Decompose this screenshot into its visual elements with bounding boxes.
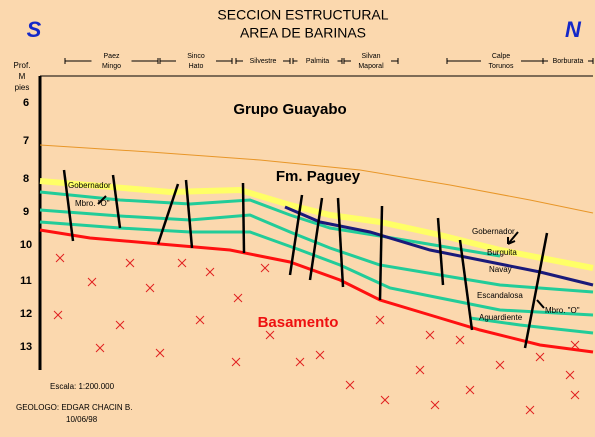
well-label-bg (91, 61, 132, 71)
well-label: Borburata (553, 58, 584, 65)
basement-x (570, 340, 580, 350)
basement-x (265, 330, 275, 340)
well-label: Palmita (306, 58, 329, 65)
basement-x (315, 350, 325, 360)
faults (62, 169, 549, 349)
title: SECCION ESTRUCTURAL (217, 7, 388, 23)
basement-top (39, 228, 594, 354)
basement-x (565, 370, 575, 380)
basement-x (87, 277, 97, 287)
basement-x (195, 315, 205, 325)
aguardiente (39, 220, 594, 317)
basement-x (455, 335, 465, 345)
basement-x (115, 320, 125, 330)
arrow (97, 195, 107, 205)
depth-label: 12 (20, 308, 32, 320)
axis-label: pies (15, 83, 30, 92)
depth-label: 7 (23, 135, 29, 147)
depth-label: 9 (23, 206, 29, 218)
basement-x (415, 365, 425, 375)
depth-label: 10 (20, 239, 32, 251)
horizon (39, 190, 501, 258)
depth-label: 13 (20, 341, 32, 353)
basement-x (495, 360, 505, 370)
well-label-bg (351, 61, 391, 71)
depth-label: 6 (23, 97, 29, 109)
escandalosa (39, 208, 594, 294)
wells: Paez Mingo Sinco Hato Silvestre Palmita Silvan… (64, 51, 594, 71)
basement-x (425, 330, 435, 340)
basement-x (55, 253, 65, 263)
arrow (507, 231, 519, 245)
axis-label: M (19, 72, 26, 81)
basement-x (570, 390, 580, 400)
member-label: Gobernador (68, 181, 111, 190)
date: 10/06/98 (66, 415, 98, 424)
title: AREA DE BARINAS (240, 25, 366, 41)
member-label: Mbro. "O" (75, 199, 110, 208)
member-label: Navay (489, 265, 512, 274)
basement-x (233, 293, 243, 303)
south: S (27, 17, 42, 42)
scale: Escala: 1:200.000 (50, 382, 115, 391)
unit-label: Basamento (258, 314, 339, 331)
well-label: Hato (189, 63, 204, 70)
horizon (469, 316, 594, 335)
basement-x (260, 263, 270, 273)
basement-x (125, 258, 135, 268)
basement-x (380, 395, 390, 405)
member-label: Burguita (487, 248, 517, 257)
unit-label: Fm. Paguey (276, 168, 361, 185)
member-label: Aguardiente (479, 313, 523, 322)
basement-x (295, 357, 305, 367)
axis: Prof. M pies 6 7 8 9 10 11 12 13 (14, 61, 33, 353)
member-label: Gobernador (472, 227, 515, 236)
basement-x (53, 310, 63, 320)
well-label-bg (243, 56, 283, 66)
well-label: Sinco (187, 53, 205, 60)
basement-x (345, 380, 355, 390)
member-label: Mbro. "O" (545, 306, 580, 315)
well-label-bg (176, 61, 216, 71)
gobernador (39, 178, 594, 271)
well-label: Silvestre (250, 58, 277, 65)
guayabo-base (39, 144, 594, 214)
well-label: Paez (104, 53, 120, 60)
unit-label: Grupo Guayabo (233, 101, 346, 118)
well-label-bg (176, 51, 216, 61)
basement-x (430, 400, 440, 410)
well-label-bg (297, 56, 338, 66)
member-label: Escandalosa (477, 291, 523, 300)
well-label-bg (548, 56, 588, 66)
arrow (536, 299, 545, 309)
well-label: Calpe (492, 53, 510, 60)
depth-label: 11 (20, 275, 32, 287)
well-label-bg (481, 51, 521, 61)
well-label: Maporal (358, 63, 384, 70)
well-label: Mingo (102, 63, 121, 70)
basement-x (375, 315, 385, 325)
well-label-bg (351, 51, 391, 61)
basement-x (177, 258, 187, 268)
well-label: Silvan (361, 53, 380, 60)
basement-x (205, 267, 215, 277)
basement-x (465, 385, 475, 395)
basement-x (231, 357, 241, 367)
north: N (565, 17, 582, 42)
basement-x (95, 343, 105, 353)
basement-marks (53, 253, 580, 415)
well-label-bg (481, 61, 521, 71)
basement-x (535, 352, 545, 362)
basement-x (145, 283, 155, 293)
well-label: Torunos (489, 63, 514, 70)
basement-x (155, 348, 165, 358)
well-label-bg (91, 51, 132, 61)
depth-label: 8 (23, 173, 29, 185)
axis-label: Prof. (14, 61, 31, 70)
geologist: GEOLOGO: EDGAR CHACIN B. (16, 403, 132, 412)
basement-x (525, 405, 535, 415)
